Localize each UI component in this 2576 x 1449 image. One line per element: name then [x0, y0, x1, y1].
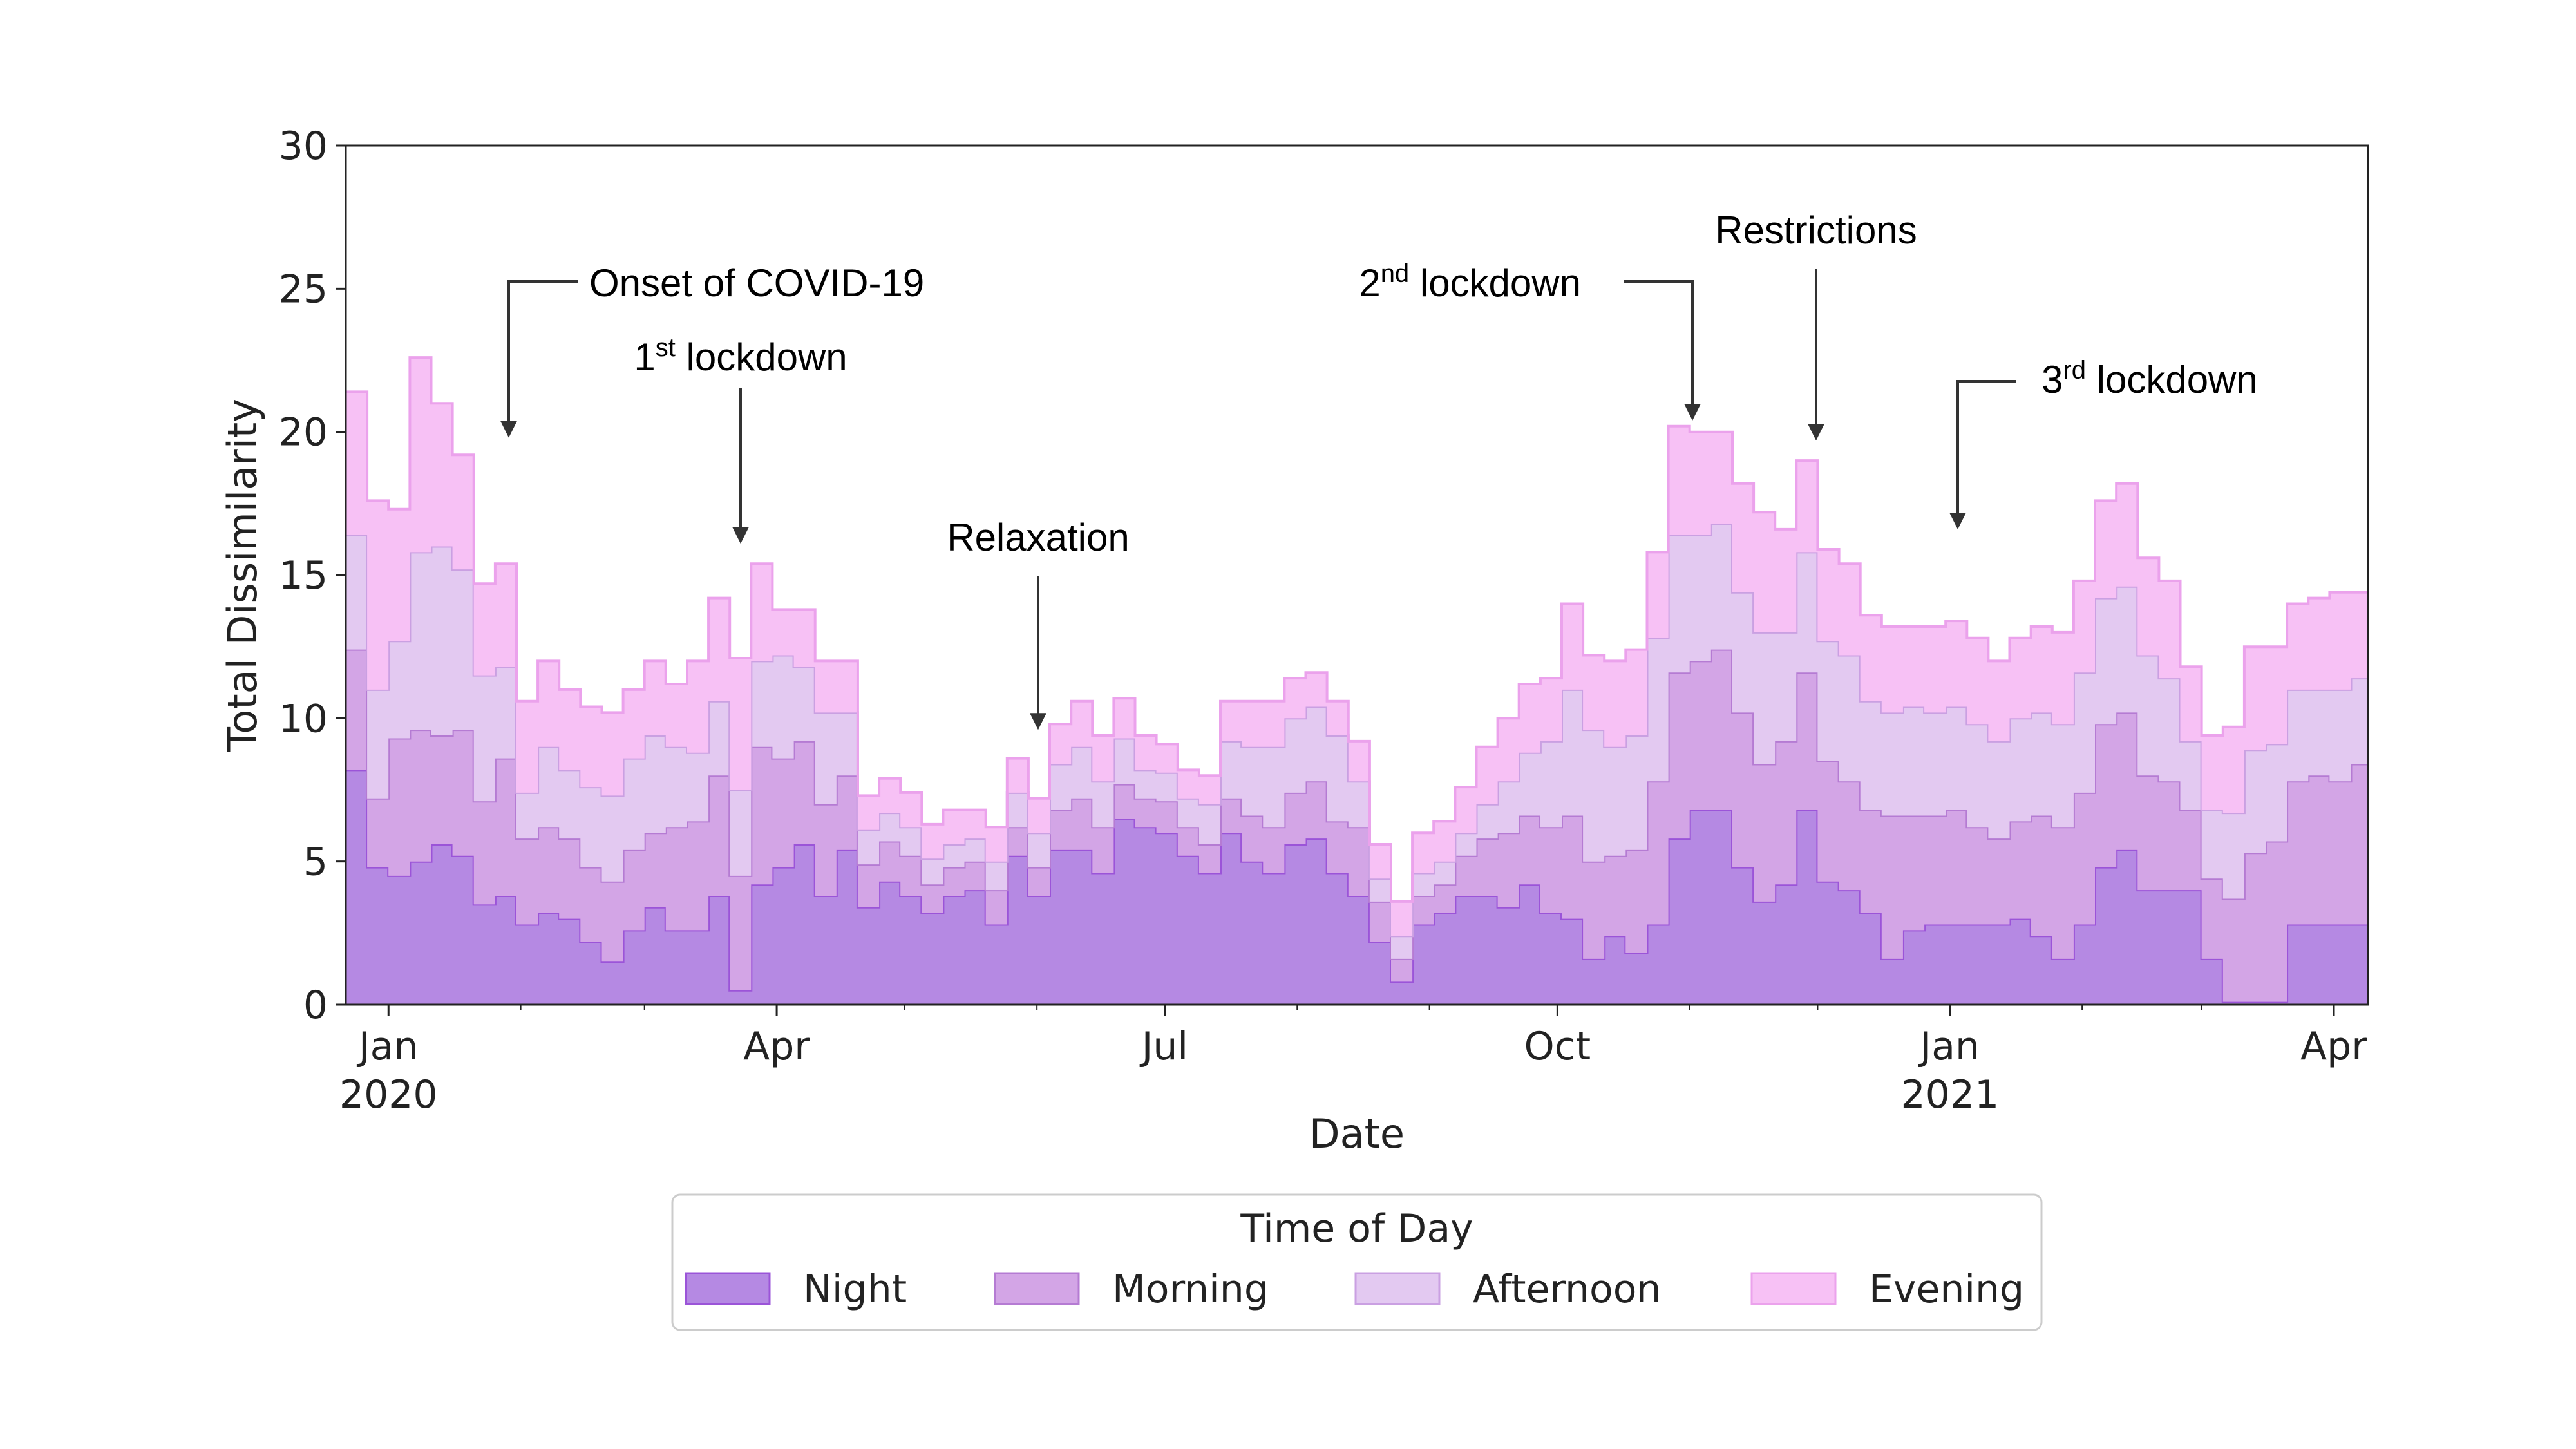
annotation-label: Relaxation [947, 516, 1130, 559]
line-evening [346, 356, 2369, 903]
legend-swatch-morning [994, 1272, 1080, 1305]
annotation-arrow [1624, 280, 1701, 421]
legend-swatch-afternoon [1354, 1272, 1441, 1305]
y-tick-label: 25 [279, 267, 328, 312]
y-tick-label: 30 [279, 124, 328, 169]
legend-label-morning: Morning [1112, 1267, 1269, 1312]
y-tick-label: 20 [279, 410, 328, 455]
area-morning [346, 649, 2368, 1002]
area-night [346, 770, 2368, 1005]
annotation-label: 1st lockdown [634, 334, 847, 379]
x-tick-label: Apr [743, 1024, 810, 1069]
area-layers [346, 356, 2369, 1005]
annotations: Onset of COVID-19 1st lockdown Relaxation 2… [500, 209, 2258, 730]
annotation-label: 2nd lockdown [1359, 260, 1581, 305]
y-axis: 0 5 10 15 20 25 30 [279, 124, 346, 1028]
x-tick-label: Jan [1918, 1024, 1980, 1069]
y-tick-label: 15 [279, 553, 328, 598]
legend-label-afternoon: Afternoon [1473, 1267, 1662, 1312]
y-tick-label: 0 [303, 983, 328, 1028]
x-tick-year-label: 2020 [339, 1072, 438, 1117]
annotation-arrow [500, 280, 578, 438]
annotation-label: Onset of COVID-19 [589, 261, 924, 305]
y-tick-label: 10 [279, 696, 328, 741]
annotation-label: Restrictions [1715, 209, 1917, 252]
legend: Time of Day Night Morning Afternoon Evening [671, 1193, 2043, 1331]
legend-label-night: Night [803, 1267, 907, 1312]
area-afternoon [346, 524, 2368, 959]
annotation-arrow [1949, 380, 2016, 529]
x-tick-label: Jan [356, 1024, 419, 1069]
y-axis-title: Total Dissimilarity [219, 399, 266, 752]
x-axis-title: Date [1309, 1110, 1405, 1157]
x-tick-label: Oct [1524, 1024, 1591, 1069]
legend-title: Time of Day [1240, 1206, 1473, 1251]
annotation-label: 3rd lockdown [2041, 356, 2258, 401]
x-tick-label: Apr [2300, 1024, 2367, 1069]
area-evening [346, 357, 2368, 936]
legend-swatch-evening [1750, 1272, 1837, 1305]
x-tick-year-label: 2021 [1900, 1072, 1999, 1117]
y-tick-label: 5 [303, 840, 328, 885]
legend-swatch-night [685, 1272, 771, 1305]
x-tick-label: Jul [1139, 1024, 1188, 1069]
legend-label-evening: Evening [1869, 1267, 2024, 1312]
legend-items: Night Morning Afternoon Evening [685, 1267, 2024, 1312]
